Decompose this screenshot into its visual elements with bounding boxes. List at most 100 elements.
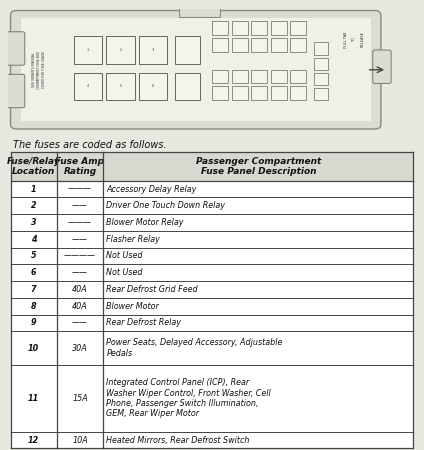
Bar bbox=[232, 21, 248, 35]
Text: Heated Mirrors, Rear Defrost Switch: Heated Mirrors, Rear Defrost Switch bbox=[106, 436, 250, 445]
Text: 5: 5 bbox=[119, 85, 122, 89]
Text: 10A: 10A bbox=[72, 436, 88, 445]
Text: Fuse Amp
Rating: Fuse Amp Rating bbox=[56, 157, 105, 176]
Bar bbox=[74, 73, 102, 100]
Bar bbox=[11, 264, 413, 281]
Text: Not Used: Not Used bbox=[106, 268, 143, 277]
Text: ——: —— bbox=[72, 201, 88, 210]
Bar bbox=[212, 70, 228, 83]
Bar bbox=[314, 88, 328, 100]
Bar bbox=[290, 70, 307, 83]
Bar bbox=[11, 432, 413, 448]
Bar bbox=[106, 36, 135, 64]
Text: Driver One Touch Down Relay: Driver One Touch Down Relay bbox=[106, 201, 226, 210]
Bar bbox=[11, 248, 413, 264]
Text: 7: 7 bbox=[31, 285, 36, 294]
Text: Not Used: Not Used bbox=[106, 252, 143, 261]
Bar bbox=[176, 73, 200, 100]
Text: RELEASE: RELEASE bbox=[360, 32, 365, 47]
Text: ————: ———— bbox=[64, 252, 96, 261]
FancyBboxPatch shape bbox=[4, 32, 25, 65]
Bar bbox=[11, 153, 413, 181]
Bar bbox=[251, 70, 268, 83]
Text: Blower Motor Relay: Blower Motor Relay bbox=[106, 218, 184, 227]
Text: 1: 1 bbox=[87, 48, 89, 52]
Text: 30A: 30A bbox=[72, 343, 88, 352]
Text: ——: —— bbox=[72, 319, 88, 328]
FancyBboxPatch shape bbox=[11, 10, 381, 129]
Text: 9: 9 bbox=[31, 319, 36, 328]
Bar bbox=[11, 198, 413, 214]
Bar bbox=[176, 36, 200, 64]
Bar bbox=[212, 21, 228, 35]
Bar bbox=[251, 38, 268, 51]
Bar bbox=[139, 73, 167, 100]
Bar bbox=[11, 281, 413, 298]
Text: ——: —— bbox=[72, 268, 88, 277]
Text: 2: 2 bbox=[119, 48, 122, 52]
Bar bbox=[11, 315, 413, 331]
Bar bbox=[11, 365, 413, 432]
Text: ———: ——— bbox=[68, 184, 92, 194]
Text: 1: 1 bbox=[31, 184, 36, 194]
Text: Power Seats, Delayed Accessory, Adjustable
Pedals: Power Seats, Delayed Accessory, Adjustab… bbox=[106, 338, 283, 358]
Bar bbox=[232, 38, 248, 51]
Bar bbox=[11, 214, 413, 231]
Bar bbox=[11, 298, 413, 315]
Bar bbox=[290, 86, 307, 100]
Text: 10: 10 bbox=[28, 343, 39, 352]
FancyBboxPatch shape bbox=[4, 74, 25, 108]
Text: 40A: 40A bbox=[72, 285, 88, 294]
Bar bbox=[271, 86, 287, 100]
Bar bbox=[290, 21, 307, 35]
Bar bbox=[11, 231, 413, 248]
Text: 40A: 40A bbox=[72, 302, 88, 310]
Bar bbox=[314, 73, 328, 85]
Text: The fuses are coded as follows.: The fuses are coded as follows. bbox=[13, 140, 166, 150]
Bar bbox=[212, 86, 228, 100]
Text: 8: 8 bbox=[31, 302, 36, 310]
Text: 3: 3 bbox=[31, 218, 36, 227]
Text: PULL TAB: PULL TAB bbox=[344, 31, 349, 48]
Text: 15A: 15A bbox=[72, 394, 88, 403]
Text: TO: TO bbox=[352, 37, 357, 42]
Text: 3: 3 bbox=[152, 48, 154, 52]
Text: ——: —— bbox=[72, 235, 88, 244]
Bar bbox=[314, 58, 328, 70]
Bar bbox=[251, 86, 268, 100]
Text: 4: 4 bbox=[87, 85, 89, 89]
Bar bbox=[251, 21, 268, 35]
Bar bbox=[314, 42, 328, 54]
Text: ———: ——— bbox=[68, 218, 92, 227]
Bar bbox=[212, 38, 228, 51]
FancyBboxPatch shape bbox=[373, 50, 391, 83]
Text: 11: 11 bbox=[28, 394, 39, 403]
Bar bbox=[11, 331, 413, 365]
Text: 6: 6 bbox=[152, 85, 154, 89]
Text: SEE OWNER'S MANUAL
COMPARTMENT FUSE BOX
COVER FOR FUSE USAGE: SEE OWNER'S MANUAL COMPARTMENT FUSE BOX … bbox=[32, 51, 46, 89]
Text: 6: 6 bbox=[31, 268, 36, 277]
Bar bbox=[271, 21, 287, 35]
Text: Fuse/Relay
Location: Fuse/Relay Location bbox=[7, 157, 61, 176]
Bar bbox=[74, 36, 102, 64]
Text: Passenger Compartment
Fuse Panel Description: Passenger Compartment Fuse Panel Descrip… bbox=[196, 157, 321, 176]
Bar bbox=[179, 8, 220, 17]
Bar bbox=[232, 70, 248, 83]
Text: 5: 5 bbox=[31, 252, 36, 261]
Text: Flasher Relay: Flasher Relay bbox=[106, 235, 160, 244]
Text: Integrated Control Panel (ICP), Rear
Washer Wiper Control, Front Washer, Cell
Ph: Integrated Control Panel (ICP), Rear Was… bbox=[106, 378, 271, 419]
Text: Rear Defrost Relay: Rear Defrost Relay bbox=[106, 319, 181, 328]
Text: 2: 2 bbox=[31, 201, 36, 210]
Bar bbox=[271, 70, 287, 83]
Text: Blower Motor: Blower Motor bbox=[106, 302, 159, 310]
Bar bbox=[139, 36, 167, 64]
Bar bbox=[271, 38, 287, 51]
Bar bbox=[232, 86, 248, 100]
Text: Accessory Delay Relay: Accessory Delay Relay bbox=[106, 184, 197, 194]
Bar bbox=[106, 73, 135, 100]
Text: Rear Defrost Grid Feed: Rear Defrost Grid Feed bbox=[106, 285, 198, 294]
Text: 4: 4 bbox=[31, 235, 36, 244]
Bar bbox=[290, 38, 307, 51]
Text: 12: 12 bbox=[28, 436, 39, 445]
Bar bbox=[11, 181, 413, 198]
